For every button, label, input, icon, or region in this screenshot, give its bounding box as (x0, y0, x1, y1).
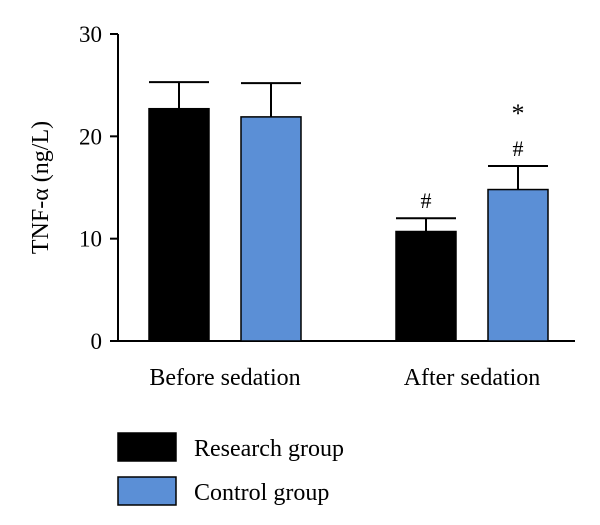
legend: Research group Control group (117, 432, 344, 506)
y-axis-label: TNF-α (ng/L) (28, 121, 54, 254)
y-tick-label: 20 (79, 124, 102, 149)
y-tick-label: 0 (91, 329, 103, 354)
legend-swatch (117, 476, 177, 506)
bar-control-group-0 (240, 116, 302, 342)
significance-hash: # (421, 188, 432, 213)
bars (148, 81, 549, 342)
y-tick-label: 10 (79, 227, 102, 252)
significance-star: * (512, 99, 525, 128)
x-category-label: Before sedation (149, 365, 300, 391)
axes: 0 10 20 30 TNF-α (ng/L) Before sedation After … (28, 22, 575, 391)
legend-label: Research group (194, 436, 344, 462)
bar-control-group-1 (487, 188, 549, 342)
bar-research-group-0 (148, 107, 210, 342)
significance-annotations: # # * (421, 99, 525, 213)
significance-hash: # (513, 136, 524, 161)
y-tick-label: 30 (79, 22, 102, 47)
x-category-label: After sedation (404, 365, 541, 391)
legend-label: Control group (194, 480, 329, 506)
legend-swatch (117, 432, 177, 462)
bar-research-group-1 (395, 230, 457, 342)
